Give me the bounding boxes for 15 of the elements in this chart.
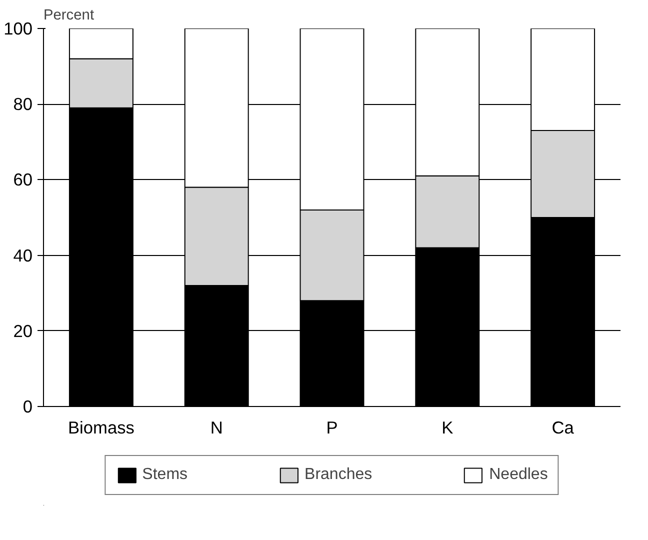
- x-tick-label: Biomass: [68, 418, 135, 438]
- y-tick-label: 0: [22, 396, 33, 416]
- y-axis-title: Percent: [44, 8, 94, 24]
- x-tick-label: N: [210, 418, 223, 438]
- legend-label: Needles: [489, 466, 548, 484]
- x-tick-label: K: [442, 418, 454, 438]
- x-tick-label: Ca: [552, 418, 574, 438]
- y-tick-label: 40: [13, 245, 33, 266]
- y-tick-label: 80: [13, 94, 33, 114]
- y-tick-label: 20: [13, 320, 33, 341]
- y-tick-label: 100: [4, 18, 33, 38]
- x-tick-label: P: [326, 418, 338, 438]
- legend-label: Branches: [304, 466, 372, 484]
- y-tick-label: 60: [13, 170, 33, 190]
- legend-label: Stems: [142, 466, 188, 484]
